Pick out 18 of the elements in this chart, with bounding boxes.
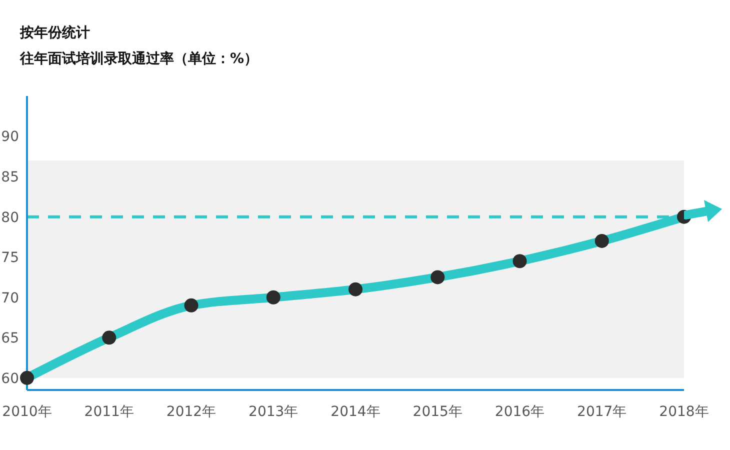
y-tick-label: 60 — [1, 370, 19, 387]
y-tick-label: 65 — [1, 330, 19, 347]
x-tick-label: 2011年 — [84, 404, 134, 420]
x-tick-label: 2015年 — [412, 404, 462, 420]
x-tick-label: 2012年 — [166, 404, 216, 420]
x-tick-label: 2010年 — [2, 404, 52, 420]
chart-title: 按年份统计 — [20, 24, 90, 42]
x-tick-label: 2014年 — [330, 404, 380, 420]
x-tick-label: 2016年 — [494, 404, 545, 420]
y-tick-label: 90 — [1, 129, 19, 146]
y-tick-label: 80 — [1, 210, 19, 226]
y-tick-label: 75 — [1, 250, 19, 266]
chart-subtitle: 往年面试培训录取通过率（单位：%） — [20, 50, 258, 68]
x-tick-label: 2017年 — [577, 404, 627, 420]
y-tick-label: 85 — [1, 170, 19, 186]
y-tick-label: 70 — [1, 290, 19, 306]
x-tick-label: 2018年 — [659, 404, 709, 420]
x-tick-label: 2013年 — [248, 404, 298, 420]
